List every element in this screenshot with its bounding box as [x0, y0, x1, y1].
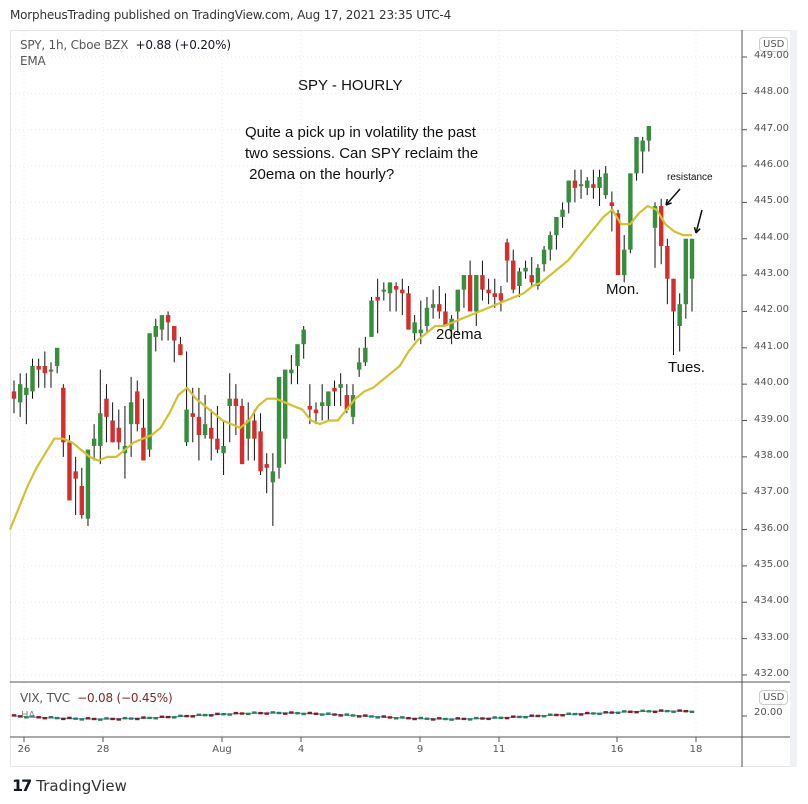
- annotation-20ema: 20ema: [436, 326, 482, 343]
- price-tick-label: 432.00: [754, 667, 789, 679]
- price-tick-label: 436.00: [754, 522, 789, 534]
- right-scroll-strip[interactable]: [790, 30, 797, 767]
- vix-currency-badge[interactable]: USD: [759, 690, 789, 705]
- annotation-note: Quite a pick up in volatility the past t…: [245, 122, 478, 185]
- main-legend: SPY, 1h, Cboe BZX +0.88 (+0.20%): [20, 38, 231, 52]
- time-tick-label: 18: [689, 744, 703, 755]
- footer: 17 TradingView: [12, 776, 127, 795]
- time-tick-label: 26: [17, 744, 31, 755]
- price-tick-label: 433.00: [754, 631, 789, 643]
- brand-name[interactable]: TradingView: [36, 776, 127, 795]
- price-tick-label: 443.00: [754, 268, 789, 280]
- note-line-2: two sessions. Can SPY reclaim the: [245, 145, 479, 162]
- vix-axis-label: 20.00: [754, 707, 783, 718]
- price-tick-label: 435.00: [754, 558, 789, 570]
- vix-change: −0.08 (−0.45%): [77, 691, 173, 705]
- ha-indicator-label[interactable]: HA: [21, 710, 35, 721]
- price-change: +0.88 (+0.20%): [135, 38, 231, 52]
- published-line: MorpheusTrading published on TradingView…: [10, 8, 451, 22]
- vix-legend: VIX, TVC −0.08 (−0.45%): [20, 691, 173, 705]
- time-tick-label: 4: [297, 744, 305, 755]
- price-tick-label: 438.00: [754, 449, 789, 461]
- annotation-tues: Tues.: [668, 359, 705, 376]
- price-tick-label: 448.00: [754, 86, 789, 98]
- ema-indicator-label[interactable]: EMA: [20, 54, 46, 68]
- currency-badge[interactable]: USD: [759, 37, 789, 52]
- time-tick-label: Aug: [212, 744, 232, 755]
- annotation-title: SPY - HOURLY: [298, 77, 403, 94]
- time-tick-label: 16: [610, 744, 624, 755]
- price-tick-label: 437.00: [754, 486, 789, 498]
- price-tick-label: 434.00: [754, 595, 789, 607]
- price-tick-label: 444.00: [754, 231, 789, 243]
- price-tick-label: 439.00: [754, 413, 789, 425]
- time-tick-label: 9: [416, 744, 424, 755]
- price-tick-label: 442.00: [754, 304, 789, 316]
- price-tick-label: 447.00: [754, 122, 789, 134]
- price-tick-label: 445.00: [754, 195, 789, 207]
- time-tick-label: 28: [96, 744, 110, 755]
- note-line-1: Quite a pick up in volatility the past: [245, 124, 476, 141]
- price-tick-label: 446.00: [754, 159, 789, 171]
- vix-symbol-line[interactable]: VIX, TVC: [20, 691, 70, 705]
- price-tick-label: 449.00: [754, 50, 789, 61]
- price-tick-label: 440.00: [754, 377, 789, 389]
- price-tick-label: 441.00: [754, 340, 789, 352]
- note-line-3: 20ema on the hourly?: [245, 166, 395, 183]
- time-tick-label: 11: [492, 744, 506, 755]
- annotation-mon: Mon.: [606, 281, 640, 298]
- annotation-resistance: resistance: [667, 172, 713, 183]
- tradingview-logo-icon[interactable]: 17: [12, 776, 32, 795]
- symbol-line[interactable]: SPY, 1h, Cboe BZX: [20, 38, 129, 52]
